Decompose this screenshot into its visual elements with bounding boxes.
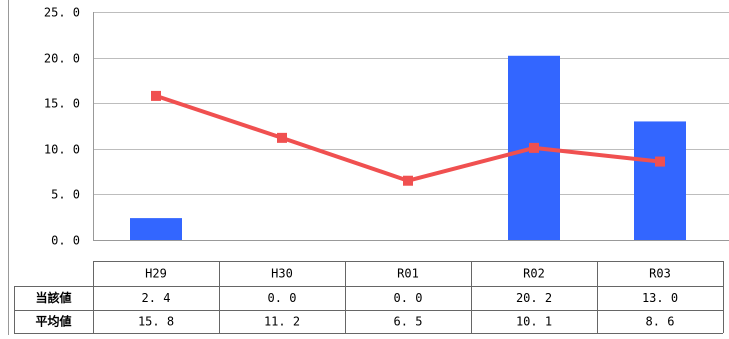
data-value-cell: 2. 4 <box>142 291 171 305</box>
line-layer <box>151 91 665 186</box>
data-table: H29 H30 R01 R02 R03 当該値 2. 4 0. 0 0. 0 20. 2 13. 0… <box>14 261 724 334</box>
y-tick-label: 0. 0 <box>51 234 80 248</box>
y-tick-label: 5. 0 <box>51 188 80 202</box>
bar <box>634 121 686 240</box>
data-value-cell: 10. 1 <box>516 315 552 329</box>
bars-layer <box>130 56 686 240</box>
bar <box>130 218 182 240</box>
data-value-cell: 8. 6 <box>646 315 675 329</box>
data-value-cell: 0. 0 <box>394 291 423 305</box>
data-value-cell: 0. 0 <box>268 291 297 305</box>
data-value-cell: 11. 2 <box>264 315 300 329</box>
average-point <box>529 143 539 153</box>
data-value-cell: 15. 8 <box>138 315 174 329</box>
y-tick-label: 25. 0 <box>44 6 80 20</box>
x-category-label: H29 <box>145 267 167 281</box>
average-line <box>156 96 660 181</box>
x-category-label: R02 <box>523 267 545 281</box>
average-point <box>151 91 161 101</box>
average-point <box>277 133 287 143</box>
series-name-cell: 平均値 <box>35 314 71 329</box>
x-category-label: H30 <box>271 267 293 281</box>
series-name-cell: 当該値 <box>35 290 71 305</box>
x-category-label: R03 <box>649 267 671 281</box>
data-value-cell: 13. 0 <box>642 291 678 305</box>
data-value-cell: 20. 2 <box>516 291 552 305</box>
y-tick-label: 20. 0 <box>44 52 80 66</box>
average-point <box>403 176 413 186</box>
x-category-label: R01 <box>397 267 419 281</box>
data-value-cell: 6. 5 <box>394 315 423 329</box>
y-tick-label: 15. 0 <box>44 97 80 111</box>
average-point <box>655 157 665 167</box>
y-tick-label: 10. 0 <box>44 143 80 157</box>
